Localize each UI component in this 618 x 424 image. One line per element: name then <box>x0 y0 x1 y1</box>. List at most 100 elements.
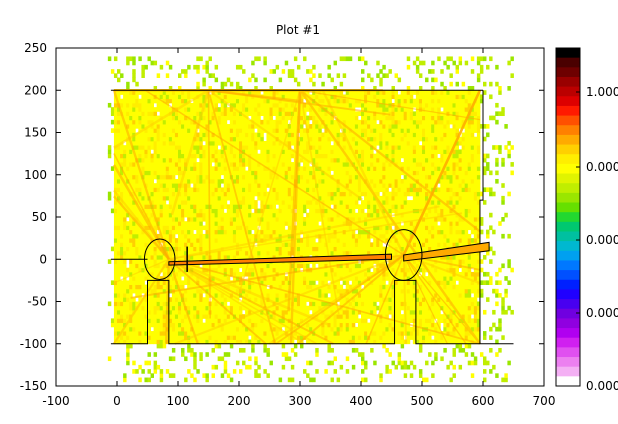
heat-cell <box>315 217 319 222</box>
heat-cell <box>342 297 347 302</box>
heat-cell <box>312 119 316 125</box>
heat-cell <box>196 217 200 222</box>
heat-cell <box>275 284 280 290</box>
heat-cell <box>171 195 176 201</box>
heat-cell <box>202 267 206 273</box>
heat-cell <box>321 178 325 184</box>
heat-cell <box>232 326 237 332</box>
heat-cell <box>257 314 261 319</box>
heat-cell <box>324 284 328 290</box>
heat-cell <box>287 208 292 214</box>
heat-cell <box>284 60 289 66</box>
heat-cell <box>223 204 228 209</box>
heat-cell <box>156 145 161 150</box>
heat-cell <box>251 145 255 150</box>
heat-cell <box>156 284 161 290</box>
heat-cell <box>269 331 273 336</box>
heat-cell <box>330 221 334 226</box>
heat-cell <box>129 250 133 256</box>
heat-cell <box>178 331 182 336</box>
heat-cell <box>306 170 310 176</box>
heat-cell <box>309 111 313 117</box>
heat-cell <box>202 162 206 167</box>
heat-cell <box>324 115 328 121</box>
heat-cell <box>300 217 304 222</box>
heat-cell <box>348 242 353 247</box>
heat-cell <box>351 276 356 281</box>
heat-cell <box>272 233 276 239</box>
heat-cell <box>178 326 182 332</box>
heat-cell <box>324 132 328 138</box>
heat-cell <box>156 217 161 222</box>
heat-cell <box>107 102 112 108</box>
heat-cell <box>239 322 243 328</box>
heat-cell <box>153 246 158 252</box>
heat-cell <box>239 191 243 197</box>
heat-cell <box>178 124 182 129</box>
heat-cell <box>312 276 316 281</box>
heat-cell <box>266 128 270 133</box>
heat-cell <box>117 77 121 83</box>
heat-cell <box>257 170 261 176</box>
heat-cell <box>132 221 136 226</box>
heat-cell <box>181 221 185 226</box>
heat-cell <box>217 111 222 117</box>
heat-cell <box>300 195 304 201</box>
heat-cell <box>132 128 136 133</box>
heat-cell <box>211 339 215 345</box>
heat-cell <box>202 233 206 239</box>
heat-cell <box>269 98 273 104</box>
heat-cell <box>132 255 136 260</box>
heat-cell <box>205 149 209 155</box>
heat-cell <box>306 195 310 201</box>
heat-cell <box>281 69 286 74</box>
heat-cell <box>296 242 301 247</box>
heat-cell <box>245 119 249 125</box>
heat-cell <box>239 331 243 336</box>
heat-cell <box>187 128 191 133</box>
heat-cell <box>211 318 215 324</box>
heat-cell <box>324 136 328 142</box>
heat-cell <box>132 69 136 74</box>
heat-cell <box>217 305 222 311</box>
heat-cell <box>242 229 246 235</box>
heat-cell <box>208 339 212 345</box>
heat-cell <box>300 124 304 129</box>
heat-cell <box>351 115 356 121</box>
heat-cell <box>226 263 231 269</box>
heat-cell <box>272 238 276 243</box>
heat-cell <box>138 250 142 256</box>
heat-cell <box>235 322 240 328</box>
heat-cell <box>113 225 118 231</box>
heat-cell <box>330 149 334 155</box>
heat-cell <box>126 250 130 256</box>
heat-cell <box>272 250 276 256</box>
heat-cell <box>138 145 142 150</box>
heat-cell <box>296 238 301 243</box>
heat-cell <box>196 170 200 176</box>
heat-cell <box>242 124 246 129</box>
heat-cell <box>287 149 292 155</box>
heat-cell <box>208 208 212 214</box>
heat-cell <box>229 377 234 383</box>
heat-cell <box>214 153 219 159</box>
heat-cell <box>171 297 176 302</box>
heat-cell <box>242 267 246 273</box>
heat-cell <box>181 145 185 150</box>
heat-cell <box>266 221 270 226</box>
heat-cell <box>150 221 154 226</box>
heat-cell <box>113 288 118 294</box>
heat-cell <box>147 352 151 357</box>
heat-cell <box>351 314 356 319</box>
heat-cell <box>309 170 313 176</box>
heat-cell <box>357 157 362 163</box>
heat-cell <box>223 107 228 112</box>
heat-cell <box>144 90 148 95</box>
heat-cell <box>354 305 359 311</box>
heat-cell <box>348 124 353 129</box>
heat-cell <box>272 157 276 163</box>
heat-cell <box>232 250 237 256</box>
heat-cell <box>272 140 276 146</box>
heat-cell <box>190 195 194 201</box>
heat-cell <box>181 195 185 201</box>
